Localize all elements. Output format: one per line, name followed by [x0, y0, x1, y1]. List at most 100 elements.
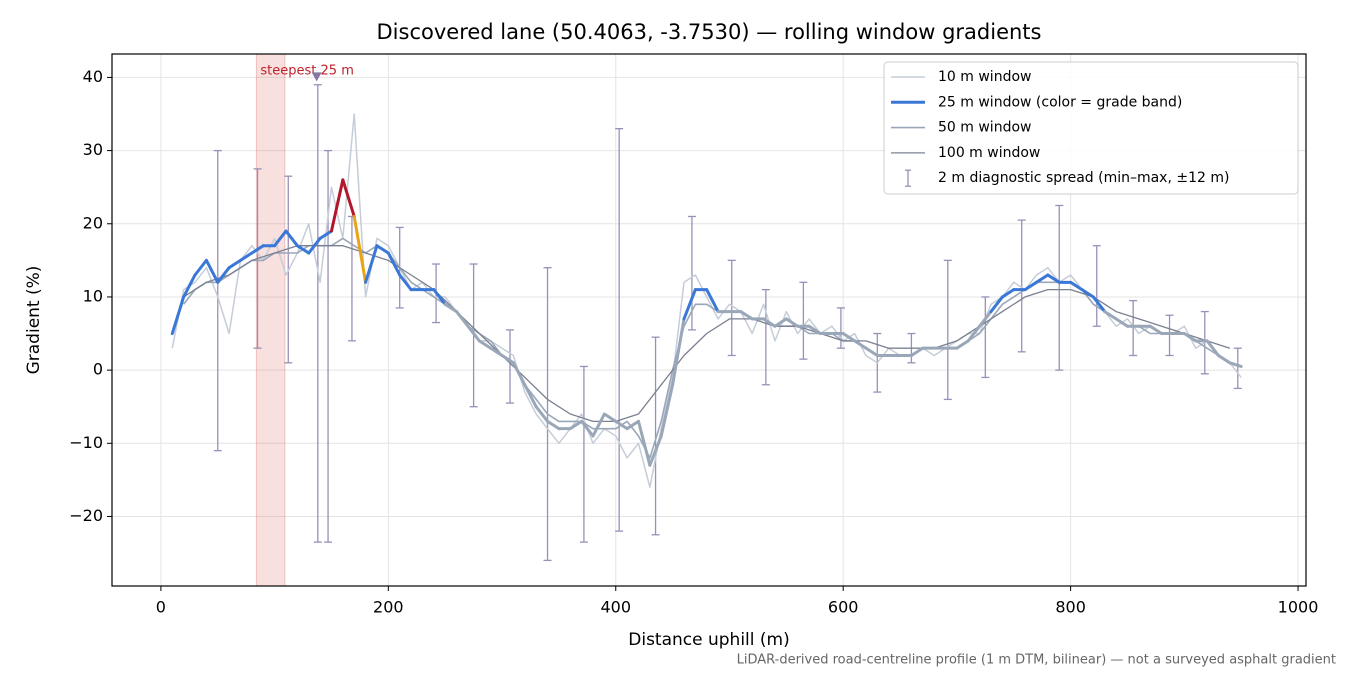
series-segment	[853, 339, 868, 350]
series-line	[182, 237, 1242, 459]
series-segment	[307, 236, 322, 255]
series-segment	[341, 178, 356, 218]
series-segment	[1216, 353, 1232, 365]
series-segment	[193, 258, 208, 277]
spread-bar	[1092, 245, 1101, 327]
series-segment	[1034, 273, 1050, 284]
series-segment	[466, 324, 481, 343]
legend-text: 25 m window (color = grade band)	[938, 94, 1182, 110]
spread-bar	[1233, 347, 1242, 390]
y-axis-label: Gradient (%)	[24, 266, 44, 375]
series-segment	[318, 229, 333, 240]
steepest-marker	[311, 72, 322, 82]
series-segment	[659, 383, 675, 438]
series-segment	[546, 419, 561, 431]
chart-title: Discovered lane (50.4063, -3.7530) — rol…	[377, 20, 1042, 44]
spread-bar	[943, 259, 952, 401]
series-segment	[591, 412, 606, 438]
series-segment	[477, 339, 493, 350]
spread-bar	[761, 288, 770, 386]
series-segment	[1000, 288, 1016, 299]
y-tick-label: −20	[69, 506, 103, 525]
plot-frame	[111, 53, 1307, 587]
spread-bar	[687, 215, 696, 331]
series-segment	[989, 295, 1004, 314]
y-tick-label: −10	[69, 433, 103, 452]
series-segment	[238, 251, 254, 262]
spread-bar	[1055, 204, 1064, 371]
series-segment	[671, 317, 686, 387]
series-segment	[352, 214, 368, 284]
x-tick-label: 800	[1055, 598, 1086, 617]
series-segment	[432, 288, 447, 306]
series-segment	[1182, 332, 1198, 343]
spread-bar	[651, 336, 660, 536]
spread-bar	[579, 365, 588, 543]
highlight-label: steepest 25 m	[260, 64, 353, 79]
spread-bar	[313, 84, 322, 543]
series-segment	[864, 346, 879, 357]
series-segment	[978, 310, 993, 328]
series-segment	[1023, 280, 1038, 292]
spread-bar	[981, 296, 990, 379]
series-segment	[636, 419, 652, 467]
series-segment	[1114, 317, 1129, 328]
spread-bar	[799, 281, 808, 360]
series-segment	[273, 229, 288, 248]
series-segment	[1080, 288, 1095, 299]
legend-swatch	[905, 169, 911, 187]
series-segment	[375, 244, 390, 255]
series-segment	[807, 324, 822, 336]
series-segment	[534, 405, 550, 423]
highlight-band	[255, 53, 286, 587]
series-segment	[1205, 339, 1220, 357]
x-tick-label: 0	[156, 598, 166, 617]
series-segment	[1069, 280, 1084, 292]
series-segment	[614, 419, 629, 431]
series-segment	[784, 317, 800, 328]
series-segment	[295, 244, 311, 255]
series-segment	[523, 383, 538, 409]
footnote: LiDAR-derived road-centreline profile (1…	[737, 653, 1336, 668]
legend-text: 100 m window	[938, 145, 1040, 161]
spread-bar	[1165, 314, 1174, 357]
series-segment	[682, 288, 697, 321]
series-segment	[1148, 324, 1164, 336]
series-segment	[1046, 273, 1061, 284]
series-segment	[1228, 361, 1243, 368]
series-segment	[216, 266, 231, 284]
series-segment	[625, 419, 640, 431]
series-segment	[580, 419, 595, 438]
y-tick-label: 10	[83, 286, 103, 305]
series-segment	[909, 346, 925, 357]
series-segment	[762, 317, 777, 328]
spread-bar	[727, 259, 736, 357]
legend-text: 2 m diagnostic spread (min–max, ±12 m)	[938, 170, 1229, 186]
series-segment	[966, 324, 982, 343]
series-segment	[329, 178, 345, 233]
series-segment	[841, 332, 857, 343]
spread-bar	[324, 149, 333, 543]
spread-bar	[213, 149, 222, 452]
legend-text: 10 m window	[938, 69, 1031, 85]
series-line	[183, 245, 1230, 423]
series-segment	[204, 258, 220, 284]
spread-bar	[347, 215, 356, 342]
series-segment	[1091, 295, 1107, 314]
series-segment	[386, 251, 402, 277]
legend-text: 50 m window	[938, 120, 1031, 136]
spread-bar	[506, 329, 514, 404]
series-segment	[489, 346, 504, 357]
series-segment	[182, 273, 197, 299]
series-line	[171, 113, 1242, 488]
series-segment	[170, 295, 186, 336]
series-segment	[1103, 310, 1118, 321]
series-segment	[364, 244, 379, 284]
y-tick-label: 30	[83, 140, 103, 159]
series-segment	[284, 229, 299, 248]
series-segment	[455, 310, 470, 328]
series-segment	[648, 434, 663, 467]
x-tick-label: 200	[373, 598, 404, 617]
series-segment	[500, 353, 515, 365]
